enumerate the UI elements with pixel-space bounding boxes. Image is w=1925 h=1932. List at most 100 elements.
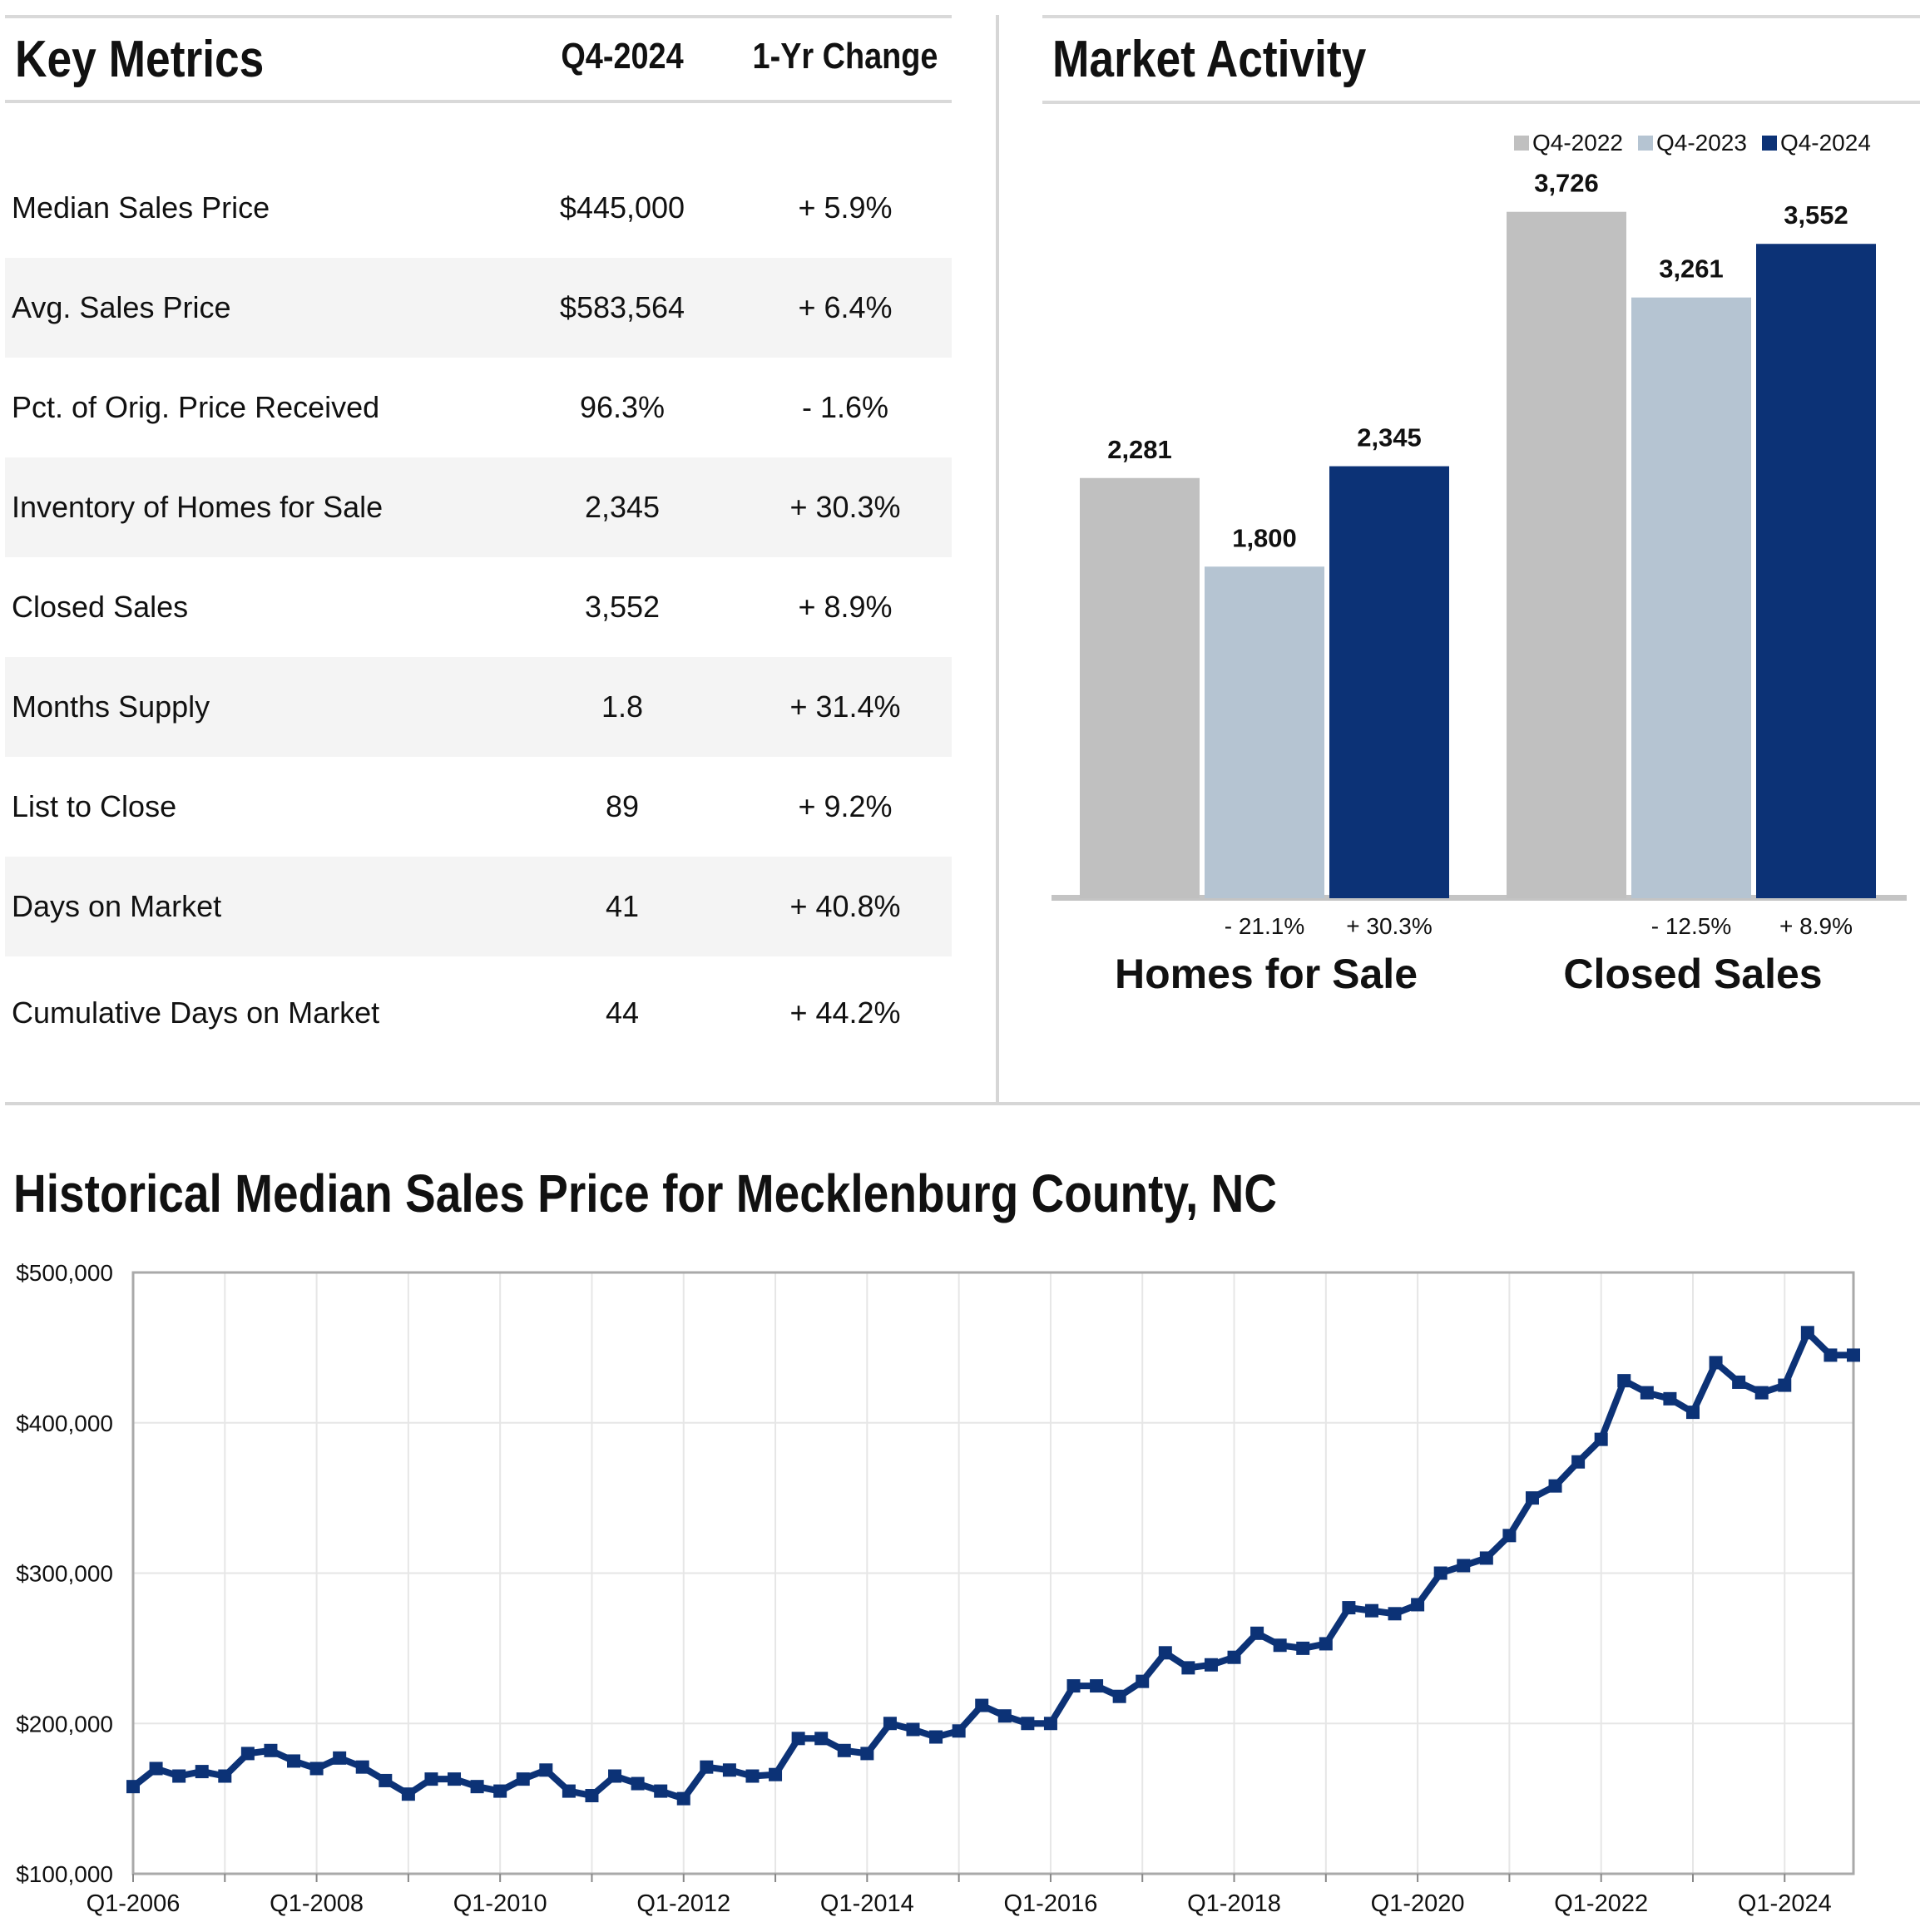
price-point [401,1787,415,1801]
price-point [700,1760,714,1774]
metric-label: Median Sales Price [12,190,270,225]
bar-value-label: 3,261 [1659,254,1724,284]
y-tick-label: $400,000 [16,1411,113,1436]
price-point [860,1747,874,1761]
change-label: + 8.9% [1779,913,1853,939]
price-point [1778,1378,1792,1392]
price-point [769,1767,783,1781]
metric-change: + 5.9% [798,190,893,225]
change-label: - 12.5% [1651,913,1732,939]
metric-value: 1.8 [601,689,644,724]
price-point [218,1769,232,1783]
price-point [1571,1455,1586,1469]
bar-q4-2022 [1080,477,1200,898]
bar-q4-2023 [1631,297,1751,899]
header-rule [5,100,952,103]
price-point [676,1791,690,1806]
y-tick-label: $100,000 [16,1861,113,1887]
bar-value-label: 2,281 [1107,435,1172,464]
metric-label: Months Supply [12,689,210,724]
price-point [240,1747,255,1761]
price-point [1433,1566,1447,1580]
bar-q4-2022 [1507,211,1626,899]
price-point [1617,1374,1631,1388]
price-point [1548,1479,1562,1493]
metric-value: $583,564 [559,290,685,324]
legend-swatch [1514,136,1529,151]
metric-value: 41 [605,889,640,923]
metric-label: Pct. of Orig. Price Received [12,390,380,424]
price-point [1663,1391,1677,1406]
x-tick-label: Q1-2020 [1371,1890,1465,1917]
metric-value: 44 [605,996,640,1030]
price-point [1457,1559,1471,1573]
price-point [470,1780,484,1794]
x-tick-label: Q1-2010 [453,1890,547,1917]
category-label: Closed Sales [1563,951,1822,997]
metric-change: + 6.4% [798,290,893,324]
x-tick-label: Q1-2022 [1554,1890,1648,1917]
price-point [1021,1717,1035,1731]
price-point [1685,1406,1700,1420]
x-tick-label: Q1-2016 [1004,1890,1098,1917]
metrics-rows: Median Sales Price $445,000 + 5.9% Avg. Sal… [5,158,952,1070]
x-tick-label: Q1-2006 [87,1890,181,1917]
price-point [1227,1650,1241,1664]
metric-label: Closed Sales [12,590,189,624]
market-activity-top-rule [1042,15,1920,18]
price-point [1640,1386,1654,1400]
price-series-line [131,1329,1853,1802]
y-tick-label: $200,000 [16,1711,113,1737]
metric-change: + 44.2% [789,996,901,1030]
price-point [539,1763,553,1777]
bar-value-label: 3,552 [1784,200,1848,230]
price-point [631,1776,645,1791]
price-point [1181,1661,1195,1675]
price-point [333,1751,347,1765]
price-point [1800,1326,1814,1340]
price-point [1525,1491,1539,1505]
price-point [287,1754,301,1768]
price-point [195,1765,209,1779]
metric-value: $445,000 [559,190,685,225]
x-tick-label: Q1-2018 [1187,1890,1281,1917]
price-point [585,1789,599,1803]
vertical-divider [996,15,999,1104]
metric-value: 3,552 [584,590,661,624]
price-point [906,1722,920,1737]
table-row: List to Close 89 + 9.2% [5,757,952,857]
price-point [608,1769,622,1783]
price-point [1342,1601,1356,1615]
key-metrics-title: Key Metrics [15,31,265,88]
price-point [791,1732,805,1746]
x-tick-label: Q1-2008 [270,1890,364,1917]
metric-change: + 8.9% [798,590,893,624]
historical-chart-title: Historical Median Sales Price for Meckle… [13,1164,1278,1223]
metric-change: - 1.6% [801,390,889,424]
price-point [562,1784,576,1798]
table-row: Days on Market 41 + 40.8% [5,857,952,956]
market-activity-rule [1042,101,1920,104]
price-point [379,1773,393,1787]
price-point [1319,1637,1333,1651]
price-point [1479,1551,1493,1565]
x-tick-label: Q1-2014 [820,1890,914,1917]
price-point [722,1763,736,1777]
table-row: Inventory of Homes for Sale 2,345 + 30.3% [5,457,952,557]
bar-q4-2024 [1756,244,1876,898]
table-row: Pct. of Orig. Price Received 96.3% - 1.6% [5,358,952,457]
column-header-period: Q4-2024 [561,36,684,77]
price-point [1066,1679,1081,1693]
price-point [1090,1679,1104,1693]
price-point [745,1769,760,1783]
metric-change: + 31.4% [789,689,901,724]
price-point [1732,1375,1746,1389]
table-row: Cumulative Days on Market 44 + 44.2% [5,956,952,1070]
price-point [1204,1658,1218,1672]
price-point [516,1772,530,1786]
price-point [1043,1717,1057,1731]
price-point [309,1762,324,1776]
legend-label: Q4-2022 [1532,130,1623,156]
metric-value: 2,345 [584,490,661,524]
price-point [1502,1529,1517,1543]
